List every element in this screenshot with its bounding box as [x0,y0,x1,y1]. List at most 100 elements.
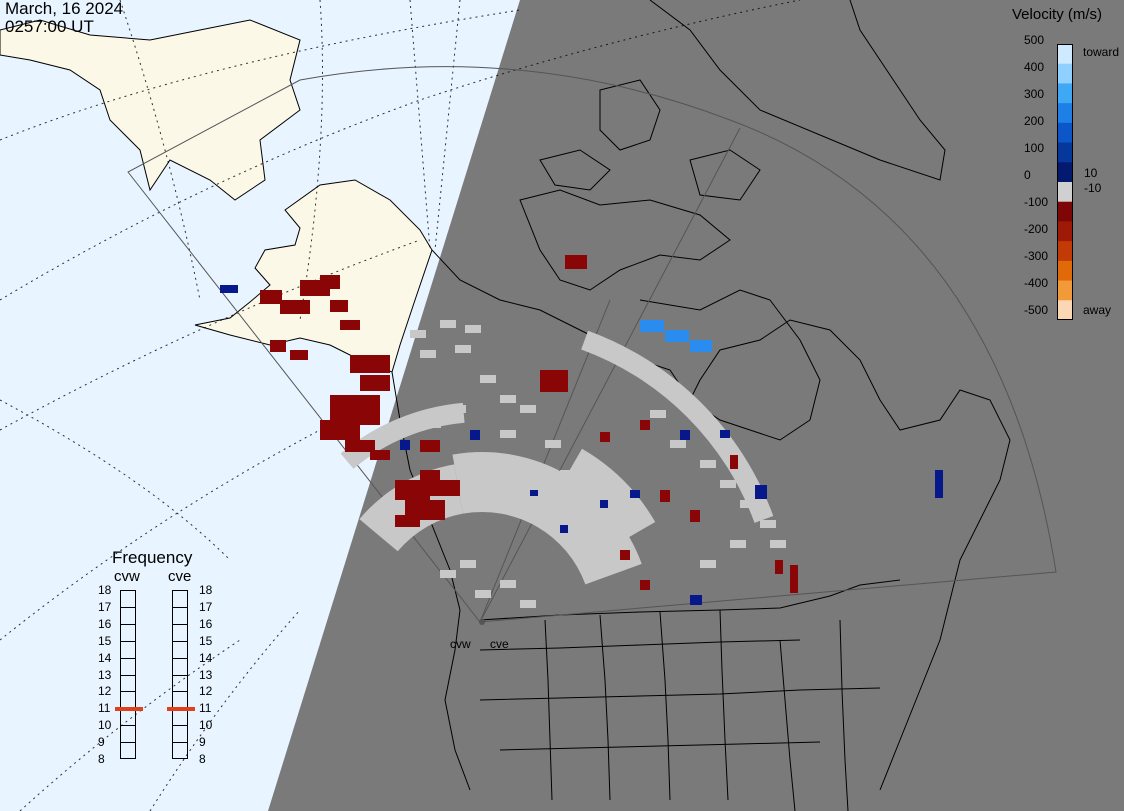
frequency-tick-left: 14 [98,650,112,665]
legend-inner-neg: -10 [1084,181,1102,195]
frequency-tick-right: 10 [199,718,213,733]
colorbar-segment [1057,300,1073,320]
scatter-cell [600,520,616,528]
legend-tick: 200 [1024,114,1045,128]
velocity-cells-layer [220,255,943,608]
time-label: 0257:00 UT [5,17,94,36]
legend-tick: -300 [1024,249,1049,263]
frequency-tick-left: 17 [98,599,112,614]
velocity-cell [935,470,943,498]
scatter-cell [650,410,666,418]
legend-away-label: away [1083,303,1112,317]
scatter-cell [460,560,476,568]
scatter-cell [425,420,441,428]
ladder-rung [173,640,187,642]
site-label-cvw: cvw [450,637,471,651]
velocity-cell [395,480,430,500]
ladder-rung [121,640,135,642]
frequency-tick-right: 17 [199,599,213,614]
colorbar-segment [1057,221,1073,242]
velocity-cell [370,450,390,460]
velocity-cell [665,330,689,342]
scatter-cell [440,570,456,578]
frequency-tick-right: 9 [199,735,206,750]
velocity-colorbar [1057,44,1073,320]
colorbar-segment [1057,280,1073,301]
legend-title: Velocity (m/s) [1012,6,1103,23]
scatter-cell [455,345,471,353]
frequency-tick-right: 8 [199,752,206,766]
velocity-cell [280,300,310,314]
legend-tick: 500 [1024,33,1045,47]
frequency-ladder-cve [167,590,195,759]
ladder-rung [121,742,135,744]
velocity-cell [600,432,610,442]
ladder-rung [173,657,187,659]
legend-tick: -400 [1024,276,1049,290]
scatter-cell [420,350,436,358]
colorbar-segment [1057,182,1073,203]
ladder-rung [173,674,187,676]
frequency-marker [167,707,195,712]
velocity-cell [430,480,460,496]
colorbar-segment [1057,122,1073,144]
scatter-cell [500,430,516,438]
velocity-cell [290,350,308,360]
scatter-cell [700,560,716,568]
scatter-cell [740,500,756,508]
political-borders [479,579,901,811]
velocity-cell [540,370,568,392]
ladder-rung [173,623,187,625]
frequency-tick-left: 15 [98,633,112,648]
frequency-tick-right: 12 [199,684,213,699]
graticule [0,0,801,811]
scatter-cell [520,405,536,413]
frequency-tick-left: 10 [98,718,112,733]
velocity-cell [660,490,670,502]
velocity-cell [620,550,630,560]
colorbar-segment [1057,201,1073,222]
frequency-tick-left: 16 [98,616,112,631]
legend-tick: 300 [1024,87,1045,101]
frequency-panel: Frequency cvw cve 18 17 16 15 14 13 12 11 10 9 8 1… [78,548,238,778]
frequency-tick-right: 14 [199,650,213,665]
ladder-rung [173,691,187,693]
scatter-cell [500,580,516,588]
velocity-cell [560,525,568,533]
frequency-tick-left: 12 [98,684,112,699]
velocity-cell [775,560,783,574]
legend-inner-pos: 10 [1084,166,1098,180]
velocity-cell [270,340,286,352]
legend-tick: 400 [1024,60,1045,74]
velocity-cell [600,500,608,508]
velocity-legend: Velocity (m/s) 500 400 300 200 100 0 -100 -200 -… [1000,4,1124,324]
scatter-cell [465,325,481,333]
scatter-cell [575,480,591,488]
scatter-cell [452,452,642,585]
scatter-cell [670,440,686,448]
scatter-cell [557,448,656,547]
velocity-cell [320,420,360,440]
legend-tick: -500 [1024,303,1049,317]
scatter-cell [590,540,606,548]
scatter-cell [475,590,491,598]
ladder-rung [173,606,187,608]
alaska-landmass [194,179,433,373]
colorbar-segment [1057,142,1073,163]
frequency-tick-left: 18 [98,583,112,597]
freq-label-cvw: cvw [114,568,140,585]
frequency-tick-right: 11 [199,701,212,716]
ladder-rung [121,674,135,676]
velocity-cell [720,430,730,438]
colorbar-segment [1057,63,1073,84]
legend-tick: 100 [1024,141,1045,155]
velocity-cell [345,440,375,452]
colorbar-segment [1057,241,1073,262]
velocity-cell [260,290,282,304]
scatter-cell [500,395,516,403]
velocity-cell [320,275,340,289]
ladder-rung [121,657,135,659]
velocity-cell [640,420,650,430]
frequency-tick-right: 18 [199,583,213,597]
